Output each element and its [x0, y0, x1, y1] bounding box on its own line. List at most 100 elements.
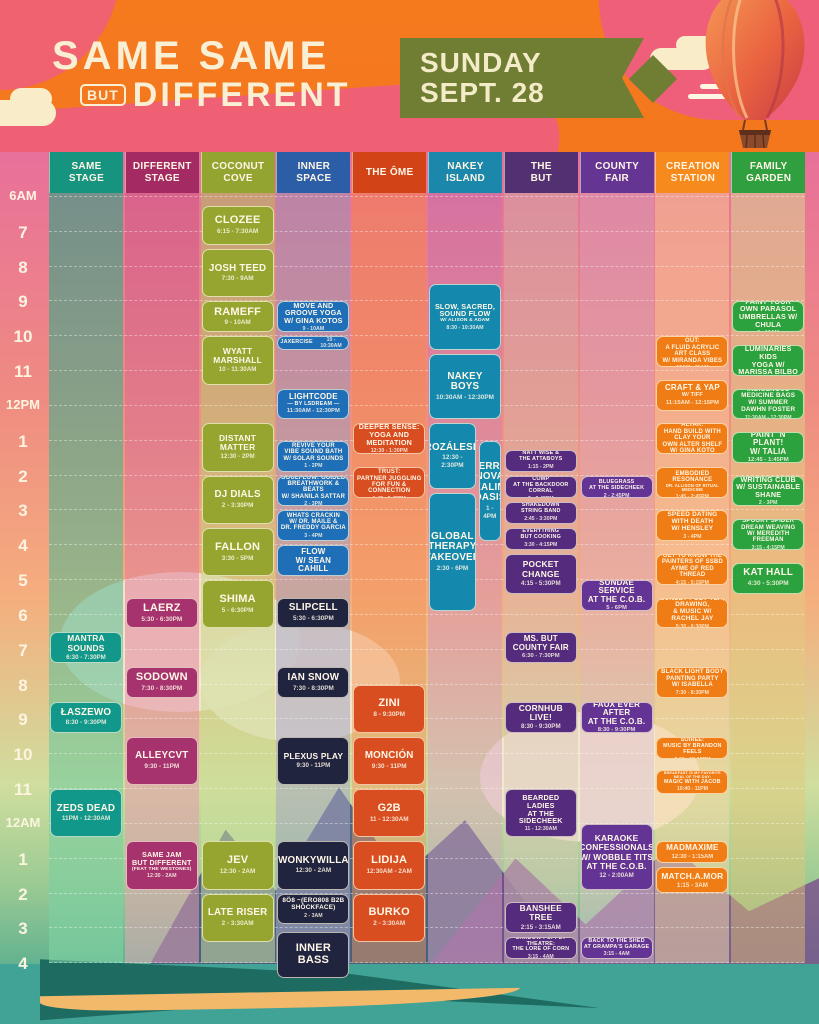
event-time: 9 - 10AM [302, 325, 325, 332]
event-name: NATT WISE & THE ATTABOYS [519, 450, 563, 462]
event-name: WRITING CLUB W/ SUSTAINABLE SHANE [736, 475, 801, 500]
event-name: KAT HALL [743, 567, 794, 579]
event-name: PAINTED PRAYERS & EMBODIED RESONANCE DR. A… [659, 466, 725, 493]
event-name: SUNSET POET-TEA, DRAWING, & MUSIC W/ RACH… [660, 597, 725, 623]
event-name: SHIMA [219, 592, 256, 605]
event-time: 2 - 3PM [758, 500, 778, 506]
event-block: IAN SNOW 7:30 - 8:30PM [277, 667, 350, 699]
stage-header-label: COUNTY FAIR [595, 160, 640, 184]
event-time: 9:30 - 10:15PM [674, 757, 710, 758]
event-time: 9:30 - 11PM [296, 762, 331, 770]
event-time: 11:15AM - 12:15PM [665, 399, 719, 406]
event-block: G2B 11 - 12:30AM [353, 789, 426, 838]
event-name: 8Ö8 ~(ERO808 B2B SHÖCKFACE) [282, 897, 345, 912]
time-label: 12AM [5, 814, 41, 830]
event-time: 2:15 - 3:15AM [520, 923, 561, 931]
event-name: MADMAXIME [666, 842, 719, 852]
event-block: MADMAXIME 12:30 - 1:15AM [656, 841, 729, 864]
time-label: 12PM [6, 396, 40, 412]
event-name: SAME JAM BUT DIFFERENT (FEAT THE WESTONES) [131, 850, 192, 872]
stage-header-different-stage: DIFFERENT STAGE [124, 152, 199, 193]
event-time: 9:30 - 11PM [144, 762, 180, 770]
event-time: 8:30 - 9:30PM [520, 723, 561, 731]
event-name: NAKEY BOYS [447, 370, 483, 393]
event-time: 2 - 3AM [304, 913, 323, 920]
event-time: 12:30 - 2PM [220, 453, 255, 461]
event-block: DEEPER SENSE: YOGA AND MEDITATION 12:30 - … [353, 423, 426, 455]
hour-line [49, 335, 805, 337]
event-block: POCKET CHANGE 4:15 - 5:30PM [504, 554, 577, 594]
event-time: 9:30 - 11PM [371, 762, 407, 770]
hour-line [49, 648, 805, 650]
event-block: LATE RISER 2 - 3:30AM [201, 893, 274, 942]
event-name: ALLEYCVT [135, 750, 189, 762]
event-block: BUILD YOUR OWN ALTAR:HAND BUILD WITH CLA… [656, 423, 729, 455]
event-block: BURKO 2 - 3:30AM [353, 893, 426, 942]
hour-line [49, 265, 805, 267]
event-time: 5 - 6:30PM [221, 606, 254, 614]
hour-line [49, 300, 805, 302]
event-block: SODOWN 7:30 - 8:30PM [125, 667, 198, 699]
event-name: RAMEFF [214, 305, 262, 318]
stage-header-family-garden: FAMILY GARDEN [731, 152, 806, 193]
event-name: SHAKEDOWN STRING BAND [520, 502, 561, 515]
event-block: KAT HALL 4:30 - 5:30PM [732, 562, 805, 594]
event-name: CORNHUB LIVE! [518, 703, 563, 723]
hour-line [49, 196, 805, 197]
hour-line [49, 683, 805, 685]
event-block: BANSHEE TREE 2:15 - 3:15AM [504, 902, 577, 934]
event-name: BLACK LIGHT BODY PAINTING PARTY W/ ISABELL… [661, 669, 724, 689]
event-time: 8:30 - 9:30PM [597, 727, 636, 733]
event-block: BREAKFAST IS MY FAVORITE MEAL OF THE DAY:… [656, 769, 729, 794]
event-time: 2 - 3:30AM [373, 920, 406, 928]
event-name: BUILD YOUR OWN ALTAR:HAND BUILD WITH CLA… [662, 423, 723, 455]
hour-line [49, 439, 805, 441]
event-block: WRITING CLUB W/ SUSTAINABLE SHANE 2 - 3PM [732, 475, 805, 507]
event-name: EVERYTHING BUT COOKING [520, 528, 562, 541]
hour-line [49, 613, 805, 615]
event-name: SOULFLOW: GUIDED BREATHWORK & BEATS W/ SHA… [281, 475, 346, 500]
event-name: SPOOKY SPIDER DREAM WEAVING W/ MEREDITH FR… [741, 519, 796, 544]
event-block: 8Ö8 ~(ERO808 B2B SHÖCKFACE) 2 - 3AM [277, 893, 350, 925]
event-block: LIGHTCODE — BY LSDREAM —11:30AM - 12:30PM [277, 388, 350, 420]
stage-header-label: SAME STAGE [68, 160, 105, 184]
event-time: 12:30 - 1:30PM [370, 447, 408, 454]
event-name: POCKET CHANGE [522, 559, 560, 579]
event-name: DISTANT MATTER [219, 433, 257, 453]
event-name: LIGHTCODE — BY LSDREAM — [287, 391, 340, 408]
event-time: 3:15 - 4:15PM [751, 544, 785, 550]
banner-date: SEPT. 28 [420, 77, 545, 108]
time-label: 1 [18, 849, 28, 869]
cloud-icon [10, 88, 52, 110]
event-time: 2:45 - 3:30PM [524, 516, 558, 523]
event-time: 4 - 5PM [303, 575, 324, 576]
event-block: BEARDED LADIES AT THE SIDECHEEK 11 - 12:30… [504, 789, 577, 838]
event-time: 4:15 - 5:15PM [675, 579, 709, 585]
event-time: 12:30 - 2AM [295, 867, 332, 875]
event-name: GLOBALTHERAPYTAKEOVER [429, 530, 476, 563]
event-time: 4:15 - 5:30PM [520, 579, 561, 587]
event-time: 7:30 - 8:30PM [141, 685, 183, 693]
event-block: THE RHYTHM OF TRUST:PARTNER JUGGLINGFOR … [353, 466, 426, 498]
event-block: INDIGENOUS MEDICINE BAGS W/ SUMMER DAWHN … [732, 388, 805, 420]
stage-header-label: THE ÔME [365, 166, 414, 178]
hour-line [49, 509, 805, 511]
hour-line [49, 404, 805, 406]
event-name: PLEXUS PLAY [283, 751, 344, 762]
hour-line [49, 892, 805, 894]
event-block: WYATT MARSHALL 10 - 11:30AM [201, 336, 274, 385]
event-name: MONCIÓN [364, 750, 414, 762]
event-name: GALLERY CLOSING SOIREE:MUSIC BY BRANDON … [663, 737, 722, 756]
event-block: ŁASZEWO 8:30 - 9:30PM [50, 702, 122, 733]
event-time: 1 - 4PM [483, 505, 497, 520]
event-block: LIDIJA 12:30AM - 2AM [353, 841, 426, 890]
event-name: FALLON [214, 540, 261, 553]
logo-line1: SAME SAME [52, 34, 331, 78]
event-name: BANSHEE TREE [519, 903, 562, 923]
event-name: SODOWN [135, 671, 188, 684]
event-block: PAINTED PRAYERS & EMBODIED RESONANCE DR. A… [656, 466, 729, 498]
event-block: CORNHUB LIVE! 8:30 - 9:30PM [504, 702, 577, 733]
